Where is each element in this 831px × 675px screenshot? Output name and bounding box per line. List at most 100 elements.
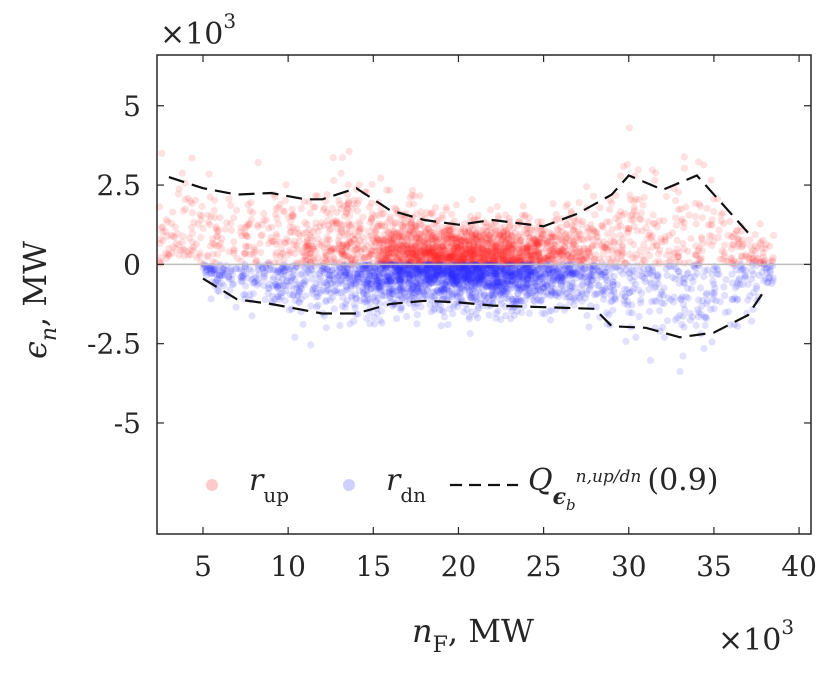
r-dn-point	[203, 266, 211, 274]
r-up-point	[453, 257, 461, 265]
r-dn-point	[602, 268, 610, 276]
r-up-point	[177, 246, 185, 255]
r-dn-point	[413, 287, 421, 295]
r-dn-point	[440, 313, 449, 321]
r-up-point	[412, 222, 420, 230]
r-up-point	[423, 240, 432, 248]
r-up-point	[518, 211, 527, 219]
r-up-point	[498, 257, 506, 265]
r-up-point	[162, 216, 170, 224]
r-up-point	[244, 220, 252, 228]
r-up-point	[267, 237, 275, 246]
r-up-point	[570, 249, 578, 257]
r-up-point	[244, 233, 252, 241]
r-up-point	[468, 196, 476, 204]
r-up-point	[487, 250, 495, 258]
r-dn-point	[677, 296, 685, 304]
r-up-point	[291, 249, 299, 257]
r-up-point	[455, 250, 463, 258]
r-up-point	[623, 224, 631, 233]
r-up-point	[508, 246, 516, 254]
r-up-point	[374, 254, 382, 262]
r-dn-point	[611, 296, 620, 304]
r-dn-point	[456, 264, 464, 272]
r-up-point	[339, 154, 347, 162]
r-up-point	[589, 235, 597, 243]
r-dn-point	[266, 266, 274, 274]
r-up-point	[604, 230, 612, 238]
r-dn-point	[609, 281, 617, 289]
r-up-point	[181, 205, 189, 213]
r-dn-point	[280, 267, 288, 275]
r-up-point	[470, 215, 478, 223]
r-up-point	[630, 197, 638, 205]
r-up-point	[209, 250, 217, 258]
x-tick-label: 30	[611, 550, 647, 583]
r-dn-point	[359, 289, 367, 297]
r-up-point	[171, 233, 179, 241]
r-dn-point	[663, 317, 672, 325]
r-up-point	[356, 225, 364, 233]
r-up-point	[534, 249, 542, 257]
r-up-point	[206, 193, 214, 201]
r-up-point	[585, 248, 593, 256]
r-up-point	[323, 191, 331, 199]
r-up-point	[719, 255, 727, 263]
r-up-point	[682, 203, 690, 211]
r-up-point	[549, 200, 557, 208]
r-up-point	[424, 256, 432, 264]
r-dn-point	[748, 267, 756, 275]
r-dn-point	[701, 321, 709, 330]
r-up-point	[409, 213, 417, 221]
r-up-point	[490, 255, 498, 263]
r-up-point	[486, 206, 494, 214]
r-dn-point	[663, 271, 671, 279]
r-up-point	[445, 226, 454, 235]
r-up-point	[365, 203, 374, 211]
r-up-point	[703, 204, 711, 213]
r-up-point	[395, 231, 403, 239]
r-up-point	[506, 257, 514, 265]
r-up-point	[265, 224, 273, 232]
r-up-point	[158, 149, 166, 157]
r-up-point	[673, 236, 681, 244]
r-up-point	[605, 218, 614, 226]
r-up-point	[698, 235, 706, 243]
r-up-point	[606, 205, 614, 214]
r-dn-point	[547, 286, 555, 294]
r-up-point	[497, 256, 505, 264]
r-up-point	[329, 220, 337, 228]
r-up-point	[598, 244, 606, 252]
r-dn-point	[444, 321, 452, 329]
r-up-point	[199, 224, 207, 232]
r-up-point	[306, 209, 314, 217]
r-up-point	[485, 231, 494, 239]
r-up-point	[197, 233, 205, 242]
r-up-point	[653, 242, 661, 250]
r-dn-point	[401, 290, 409, 298]
r-up-point	[516, 241, 524, 249]
r-up-point	[553, 248, 561, 256]
r-up-point	[179, 232, 187, 240]
r-up-point	[326, 210, 334, 218]
r-up-point	[306, 231, 314, 239]
r-up-point	[265, 240, 273, 248]
r-up-point	[600, 238, 608, 246]
r-up-point	[407, 242, 415, 250]
r-dn-point	[374, 276, 382, 284]
r-up-point	[254, 223, 262, 231]
r-up-point	[233, 206, 241, 214]
r-up-point	[535, 239, 543, 247]
r-up-point	[488, 220, 496, 228]
r-up-point	[274, 220, 283, 228]
r-up-point	[464, 227, 473, 236]
r-dn-point	[720, 283, 728, 291]
r-up-point	[519, 255, 527, 263]
r-up-point	[650, 238, 658, 246]
r-up-point	[733, 226, 741, 235]
r-up-point	[279, 207, 287, 215]
r-up-point	[468, 238, 476, 246]
r-up-point	[383, 253, 391, 262]
r-up-point	[479, 244, 487, 252]
r-dn-point	[450, 281, 458, 289]
